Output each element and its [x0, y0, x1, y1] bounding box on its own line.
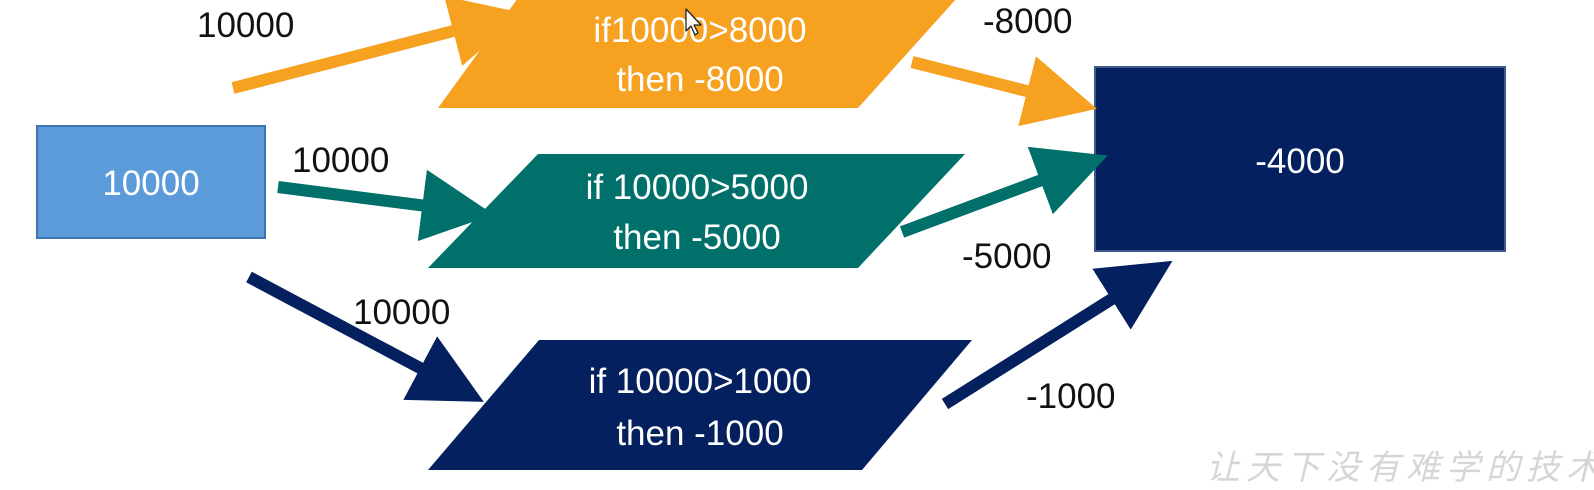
input-label-bottom: 10000 — [353, 293, 450, 332]
arrow-5000-to-result — [899, 146, 1108, 238]
input-label-top: 10000 — [197, 6, 294, 45]
output-label-bottom: -1000 — [1026, 377, 1116, 416]
source-box — [36, 125, 266, 239]
arrow-source-to-5000 — [277, 169, 494, 242]
condition-box-5000 — [428, 154, 965, 268]
condition-1000-line1: if 10000>1000 — [589, 362, 812, 401]
condition-box-8000 — [438, 0, 956, 108]
output-label-middle: -5000 — [962, 237, 1052, 276]
condition-5000-line2: then -5000 — [613, 218, 780, 257]
condition-1000-line2: then -1000 — [616, 414, 783, 453]
condition-box-1000 — [428, 340, 972, 470]
arrow-8000-to-result — [910, 56, 1097, 127]
output-label-top: -8000 — [983, 2, 1073, 41]
condition-8000-line1: if10000>8000 — [593, 11, 806, 50]
condition-8000-line2: then -8000 — [616, 60, 783, 99]
result-label: -4000 — [1255, 142, 1345, 181]
watermark-text: 让天下没有难学的技术 — [1206, 448, 1594, 488]
input-label-middle: 10000 — [292, 141, 389, 180]
source-label: 10000 — [102, 164, 199, 203]
arrow-source-to-8000 — [231, 0, 523, 94]
arrow-source-to-1000 — [246, 271, 484, 402]
arrow-1000-to-result — [941, 260, 1173, 410]
mouse-pointer-icon — [685, 8, 702, 36]
condition-5000-line1: if 10000>5000 — [586, 168, 809, 207]
